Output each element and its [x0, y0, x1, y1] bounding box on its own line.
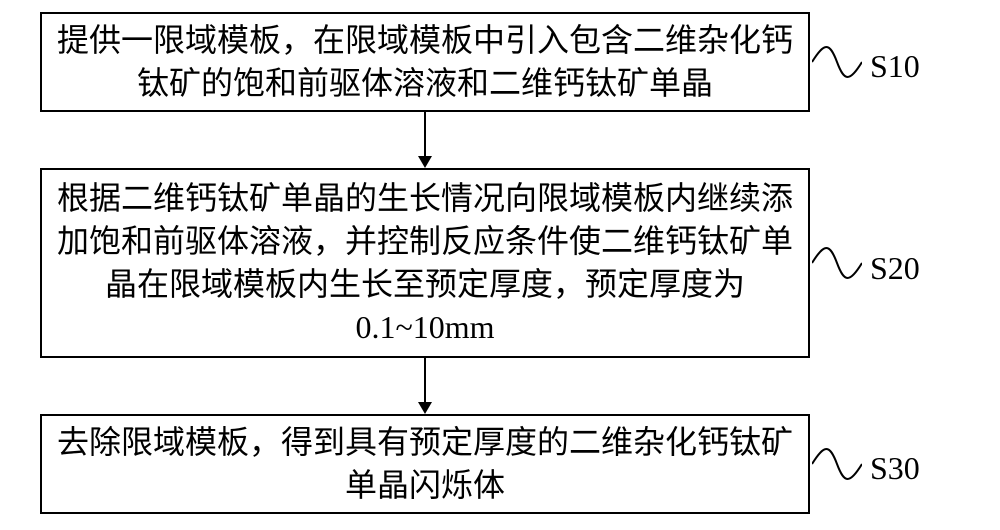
step-label-s20: S20 [870, 250, 920, 287]
curly-brace-s10 [812, 12, 862, 117]
flow-node-s30: 去除限域模板，得到具有预定厚度的二维杂化钙钛矿单晶闪烁体 [40, 414, 810, 514]
step-label-s10: S10 [870, 48, 920, 85]
flow-node-s20: 根据二维钙钛矿单晶的生长情况向限域模板内继续添加饱和前驱体溶液，并控制反应条件使… [40, 168, 810, 358]
step-label-s30: S30 [870, 450, 920, 487]
arrow-s10-to-s20 [415, 112, 435, 168]
curly-brace-s30 [812, 414, 862, 519]
flow-node-s10: 提供一限域模板，在限域模板中引入包含二维杂化钙钛矿的饱和前驱体溶液和二维钙钛矿单… [40, 12, 810, 112]
flowchart-canvas: 提供一限域模板，在限域模板中引入包含二维杂化钙钛矿的饱和前驱体溶液和二维钙钛矿单… [0, 0, 1000, 530]
arrow-s20-to-s30 [415, 358, 435, 414]
curly-brace-s20 [812, 168, 862, 363]
flow-node-s20-text: 根据二维钙钛矿单晶的生长情况向限域模板内继续添加饱和前驱体溶液，并控制反应条件使… [52, 177, 798, 350]
flow-node-s10-text: 提供一限域模板，在限域模板中引入包含二维杂化钙钛矿的饱和前驱体溶液和二维钙钛矿单… [52, 19, 798, 105]
flow-node-s30-text: 去除限域模板，得到具有预定厚度的二维杂化钙钛矿单晶闪烁体 [52, 421, 798, 507]
